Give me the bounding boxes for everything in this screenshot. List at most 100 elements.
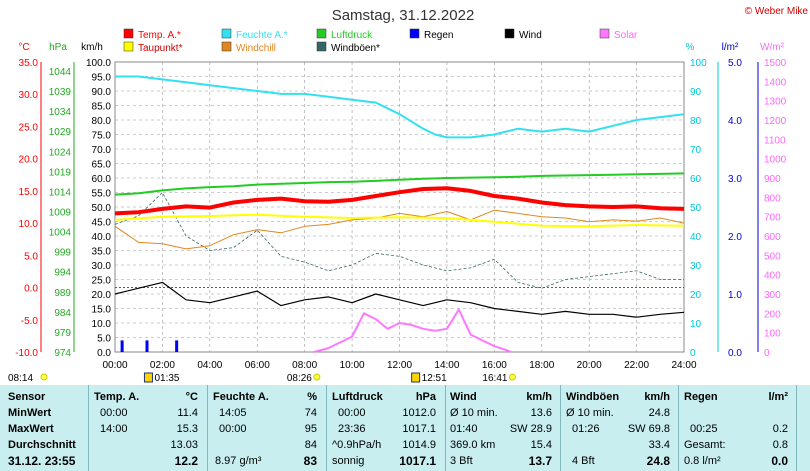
solar-tick: 700	[764, 213, 781, 224]
press-tick: 1039	[49, 87, 72, 98]
axis-labels: °C hPa km/h% l/m² W/m² 35.0 30.0 25.0 20.0 15.0 10…	[15, 42, 786, 359]
solar-tick: 600	[764, 232, 781, 243]
temp-tick: 5.0	[24, 251, 38, 262]
wind-header: Wind	[450, 391, 477, 403]
sun-icon	[508, 373, 516, 381]
wind-avg: 15.4	[530, 439, 552, 451]
col-separator	[560, 385, 561, 471]
rain-header: Regen	[684, 391, 718, 403]
hum-tick: 60	[690, 174, 702, 185]
hum-tick: 90	[690, 87, 702, 98]
wind-max-dir: SW 28.9	[509, 423, 552, 435]
temp-header: Temp. A.	[94, 391, 140, 403]
legend-swatch	[409, 28, 420, 39]
rain-current: 0.0	[771, 454, 788, 468]
solar-tick: 1400	[764, 77, 787, 88]
temp-tick: 35.0	[19, 58, 39, 69]
legend-label: Luftdruck	[331, 30, 373, 41]
rain-unit: l/m²	[768, 391, 788, 403]
legend-swatch	[316, 28, 327, 39]
time-tick: 18:00	[529, 360, 554, 371]
hum-min-time: 14:05	[219, 407, 247, 419]
x-axis: 00:00 02:00 04:00 06:00 08:00 10:00 12:00 14:00…	[102, 360, 696, 371]
summary-table: Sensor MinWert MaxWert Durchschnitt 31.1…	[0, 385, 810, 471]
hum-tick: 40	[690, 232, 702, 243]
wind-tick: 100.0	[86, 58, 111, 69]
wind-tick: 15.0	[92, 305, 112, 316]
time-tick: 06:00	[245, 360, 270, 371]
press-tick: 989	[54, 288, 71, 299]
temp-current: 12.2	[174, 454, 198, 468]
wind-tick: 80.0	[92, 116, 112, 127]
wind-tick: 65.0	[92, 160, 112, 171]
gust-current: 24.8	[646, 454, 670, 468]
wind-tick: 85.0	[92, 102, 112, 113]
wind-tick: 0.0	[97, 348, 111, 359]
rain-tick: 0.0	[728, 348, 742, 359]
hum-max-time: 00:00	[219, 423, 247, 435]
hum-max: 95	[304, 423, 317, 435]
rain-tick: 3.0	[728, 174, 742, 185]
solar-tick: 0	[764, 348, 770, 359]
series-layer	[114, 75, 685, 353]
time-tick: 12:00	[387, 360, 412, 371]
solar-tick: 1000	[764, 155, 787, 166]
temp-unit: °C	[185, 391, 198, 403]
col-labels: Sensor MinWert MaxWert Durchschnitt 31.1…	[8, 389, 86, 469]
solar-tick: 1300	[764, 97, 787, 108]
solar-tick: 1100	[764, 135, 786, 146]
hum-tick: 70	[690, 145, 702, 156]
hum-avg: 84	[304, 439, 317, 451]
wind-tick: 45.0	[92, 218, 112, 229]
press-max: 1017.1	[402, 423, 436, 435]
wind-max-time: 01:40	[450, 423, 478, 435]
temp-max-time: 14:00	[100, 423, 128, 435]
solar-tick: 800	[764, 193, 781, 204]
solar-tick: 500	[764, 251, 781, 262]
legend-swatch	[599, 28, 610, 39]
temp-tick: 0.0	[24, 284, 38, 295]
col-separator	[796, 385, 797, 471]
wind-tick: 40.0	[92, 232, 112, 243]
temp-axis-unit: °C	[18, 42, 29, 53]
moon-icon	[143, 372, 153, 383]
press-min-time: 00:00	[338, 407, 366, 419]
press-max-time: 23:36	[338, 423, 366, 435]
press-tick: 1029	[49, 127, 72, 138]
rain-tick: 5.0	[728, 58, 742, 69]
col-temp: Temp. A. °C 00:00 11.4 14:00 15.3 13.03 12.…	[94, 389, 202, 469]
series-line-windb-en	[114, 192, 684, 289]
legend-label: Temp. A.*	[138, 30, 181, 41]
series-line-taupunkt	[114, 213, 685, 228]
wind-axis-unit: km/h	[81, 42, 103, 53]
solar-tick: 1200	[764, 116, 787, 127]
rain-max: 0.2	[772, 423, 788, 435]
temp-tick: 20.0	[19, 155, 39, 166]
temp-tick: -10.0	[15, 348, 38, 359]
time-tick: 08:00	[292, 360, 317, 371]
hum-current: 83	[303, 454, 317, 468]
wind-tick: 35.0	[92, 247, 112, 258]
wind-tick: 20.0	[92, 290, 112, 301]
left-edge-time: 08:14	[8, 373, 33, 384]
legend-label: Wind	[519, 30, 542, 41]
solar-tick: 200	[764, 309, 781, 320]
series-line-luftdruck	[114, 172, 685, 196]
legend-swatch	[221, 28, 232, 39]
credit-label: © Weber Mike	[745, 6, 809, 17]
legend-label: Windchill	[236, 43, 276, 54]
press-tick: 999	[54, 248, 71, 259]
wind-tick: 60.0	[92, 174, 112, 185]
time-tick: 16:00	[482, 360, 507, 371]
col-rain: Regen l/m² 00:25 0.2 Gesamt: 0.8 0.8 l/m² 0.…	[684, 389, 792, 469]
time-tick: 20:00	[577, 360, 602, 371]
hum-tick: 80	[690, 116, 702, 127]
gust-min-label: Ø 10 min.	[566, 407, 614, 419]
wind-tick: 90.0	[92, 87, 112, 98]
press-unit: hPa	[415, 391, 436, 403]
hum-abs: 8.97 g/m³	[215, 455, 262, 467]
hum-unit: %	[307, 391, 317, 403]
hum-tick: 30	[690, 261, 702, 272]
sun-moon-events: 08:14 01:35 08:26 12:51 16:41	[8, 372, 516, 384]
wind-dist: 369.0 km	[450, 439, 496, 451]
